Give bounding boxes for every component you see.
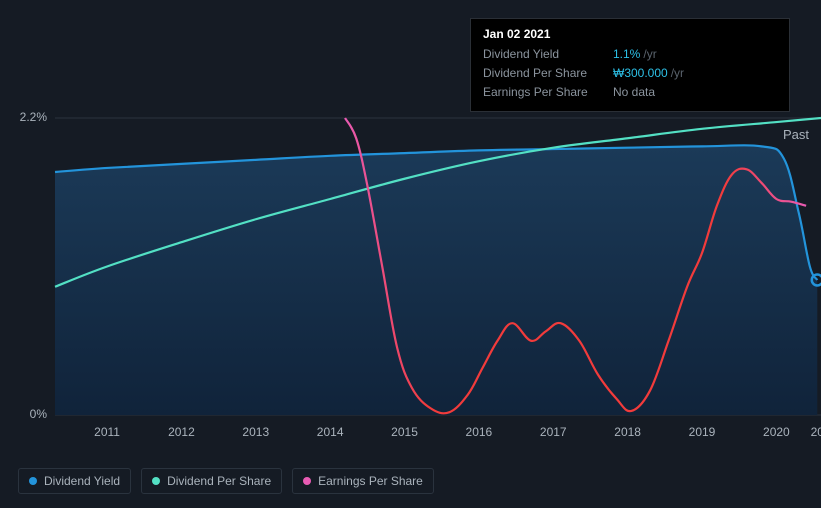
- legend-item[interactable]: Earnings Per Share: [292, 468, 434, 494]
- dividend-yield-area: [55, 145, 817, 415]
- legend-dot-icon: [29, 477, 37, 485]
- legend-label: Earnings Per Share: [318, 474, 423, 488]
- x-axis-tick: 2012: [168, 425, 195, 439]
- x-axis-tick: 2015: [391, 425, 418, 439]
- legend-dot-icon: [303, 477, 311, 485]
- tooltip-row: Earnings Per ShareNo data: [483, 83, 777, 102]
- tooltip-value: 1.1%/yr: [613, 45, 657, 64]
- x-axis-tick: 2011: [94, 425, 120, 439]
- tooltip-row: Dividend Per Share₩300.000/yr: [483, 64, 777, 83]
- x-axis-tick: 2017: [540, 425, 567, 439]
- y-axis-tick: 0%: [15, 407, 47, 421]
- tooltip-date: Jan 02 2021: [483, 27, 777, 41]
- tooltip-value: ₩300.000/yr: [613, 64, 684, 83]
- tooltip-value: No data: [613, 83, 655, 102]
- legend-item[interactable]: Dividend Yield: [18, 468, 131, 494]
- chart-tooltip: Jan 02 2021 Dividend Yield1.1%/yrDividen…: [470, 18, 790, 112]
- tooltip-row: Dividend Yield1.1%/yr: [483, 45, 777, 64]
- past-label: Past: [783, 127, 809, 142]
- tooltip-key: Dividend Yield: [483, 45, 613, 64]
- tooltip-key: Dividend Per Share: [483, 64, 613, 83]
- legend: Dividend Yield Dividend Per Share Earnings…: [18, 468, 434, 494]
- x-axis-tick: 2014: [317, 425, 344, 439]
- y-axis-tick: 2.2%: [15, 110, 47, 124]
- legend-label: Dividend Per Share: [167, 474, 271, 488]
- chart-container: 2.2% 0% 2011 2012 2013 2014 2015 2016 2017 2018 2…: [0, 0, 821, 508]
- tooltip-key: Earnings Per Share: [483, 83, 613, 102]
- x-axis-tick: 2016: [466, 425, 493, 439]
- x-axis-tick: 2018: [614, 425, 641, 439]
- x-axis-tick: 2013: [242, 425, 269, 439]
- legend-dot-icon: [152, 477, 160, 485]
- legend-item[interactable]: Dividend Per Share: [141, 468, 282, 494]
- x-axis-tick: 2020: [763, 425, 790, 439]
- x-axis-tick: 2019: [689, 425, 716, 439]
- legend-label: Dividend Yield: [44, 474, 120, 488]
- x-axis-tick: 20: [811, 425, 821, 439]
